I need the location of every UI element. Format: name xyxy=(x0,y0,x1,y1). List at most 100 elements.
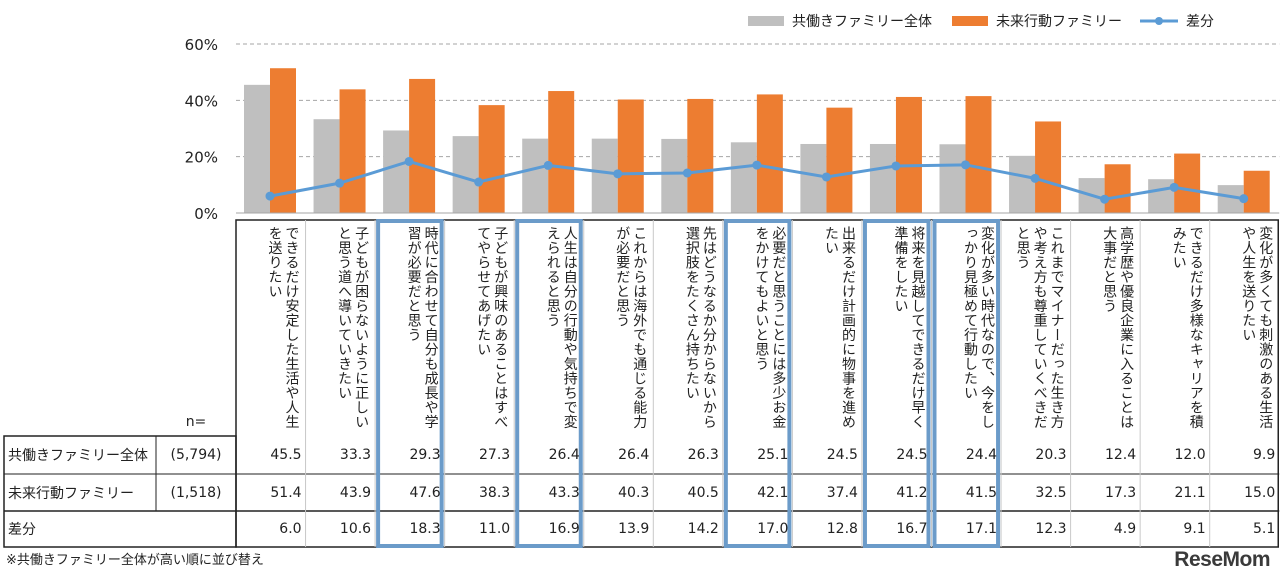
table-cell: 47.6 xyxy=(409,484,441,501)
bar-total xyxy=(1009,155,1036,213)
table-cell: 12.8 xyxy=(826,521,858,537)
row-label: 差分 xyxy=(8,522,36,538)
category-label: 先はどうなるか分からないから選択肢をたくさん持ちたい xyxy=(683,226,717,429)
table-cell: 5.1 xyxy=(1252,521,1276,537)
bar-future xyxy=(270,68,296,214)
table-cell: 10.6 xyxy=(339,521,372,537)
table-cell: 42.1 xyxy=(757,484,789,501)
table-cell: 26.4 xyxy=(548,447,580,463)
table-cell: 9.1 xyxy=(1183,521,1206,537)
diff-point xyxy=(474,177,484,187)
bar-future xyxy=(617,99,644,213)
table-cell: 14.2 xyxy=(687,521,719,537)
table-cell: 26.3 xyxy=(687,447,719,463)
diff-point xyxy=(1030,173,1040,183)
table-cell: 17.0 xyxy=(757,521,789,537)
bar-total xyxy=(591,138,618,213)
diff-point xyxy=(1100,194,1110,204)
category-label: できるだけ安定した生活や人生を送りたい xyxy=(266,226,300,429)
table-cell: 18.3 xyxy=(409,521,441,537)
diff-point xyxy=(891,161,901,171)
row-label: 未来行動ファミリー xyxy=(8,485,134,502)
table-cell: 37.4 xyxy=(826,484,858,501)
bar-future xyxy=(895,96,922,213)
bar-total xyxy=(313,119,340,213)
diff-point xyxy=(1239,194,1249,204)
bar-total xyxy=(383,130,410,213)
table-cell: 15.0 xyxy=(1244,484,1276,501)
table-cell: 12.4 xyxy=(1104,447,1137,463)
row-label: 共働きファミリー全体 xyxy=(8,448,148,464)
bar-total xyxy=(244,84,270,213)
diff-point xyxy=(1169,182,1179,192)
table-cell: 40.3 xyxy=(618,484,650,501)
bar-total xyxy=(939,144,966,213)
table-cell: 11.0 xyxy=(479,521,511,537)
table-cell: 25.1 xyxy=(757,447,789,463)
bar-future xyxy=(826,107,853,213)
logo: ReseMom xyxy=(1174,548,1270,571)
bar-future xyxy=(1035,121,1062,213)
category-label: これからは海外でも通じる能力が必要だと思う xyxy=(614,226,648,429)
table-cell: 13.9 xyxy=(618,521,650,537)
diff-point xyxy=(404,156,414,166)
n-label: n= xyxy=(185,414,207,430)
category-label: 高学歴や優良企業に入ることは大事だと思う xyxy=(1101,226,1135,429)
legend-label: 未来行動ファミリー xyxy=(996,14,1122,30)
bar-future xyxy=(339,89,366,213)
table-cell: 21.1 xyxy=(1174,484,1206,501)
diff-point xyxy=(613,169,623,179)
category-label: できるだけ多様なキャリアを積みたい xyxy=(1170,226,1204,429)
table-cell: 40.5 xyxy=(687,484,719,501)
table-cell: 45.5 xyxy=(270,447,302,463)
bar-future xyxy=(478,105,505,213)
diff-point xyxy=(961,160,970,170)
legend-swatch-gray xyxy=(748,16,784,26)
bar-future xyxy=(409,78,436,213)
table-cell: 16.7 xyxy=(896,521,928,537)
category-label: 時代に合わせて自分も成長や学習が必要だと思う xyxy=(405,226,439,429)
diff-point xyxy=(335,178,345,188)
diff-point xyxy=(752,160,762,170)
legend-line-marker xyxy=(1140,17,1178,25)
table-cell: 6.0 xyxy=(279,521,302,537)
diff-point xyxy=(265,191,275,201)
table-cell: 41.5 xyxy=(965,484,998,501)
legend-item-total: 共働きファミリー全体 xyxy=(748,10,932,32)
table-cell: 27.3 xyxy=(479,447,511,463)
bar-future xyxy=(756,94,783,213)
bar-future xyxy=(548,91,575,213)
table-cell: 33.3 xyxy=(339,447,372,463)
y-tick-label: 20% xyxy=(185,149,218,167)
table-cell: 29.3 xyxy=(409,447,441,463)
legend-item-diff: 差分 xyxy=(1140,10,1214,32)
bar-total xyxy=(869,143,896,213)
highlight-box xyxy=(376,219,444,548)
category-label: 子どもが興味のあることはすべてやらせてあげたい xyxy=(475,226,509,429)
table-cell: 24.5 xyxy=(826,447,858,463)
bar-future xyxy=(687,98,714,213)
table-cell: 12.3 xyxy=(1035,521,1067,537)
table-cell: 41.2 xyxy=(896,484,928,501)
bar-total xyxy=(1148,179,1175,213)
row-n: (1,518) xyxy=(170,484,222,501)
footnote: ※共働きファミリー全体が高い順に並び替え xyxy=(6,553,264,568)
category-label: 人生は自分の行動や気持ちで変えられると思う xyxy=(544,226,578,429)
bar-total xyxy=(522,138,549,213)
table-cell: 43.9 xyxy=(339,484,372,501)
table-cell: 38.3 xyxy=(479,484,511,501)
highlight-box xyxy=(932,219,1001,548)
table-cell: 17.3 xyxy=(1104,484,1137,501)
table-cell: 9.9 xyxy=(1252,447,1276,463)
table-cell: 43.3 xyxy=(548,484,580,501)
table-cell: 24.4 xyxy=(965,447,998,463)
category-label: 子どもが困らないように正しいと思う道へ導いていきたい xyxy=(336,226,370,429)
highlight-box xyxy=(862,219,931,548)
legend-label: 共働きファミリー全体 xyxy=(792,14,932,30)
category-label: 変化が多い時代なので、今をしっかり見極めて行動したい xyxy=(962,226,996,429)
legend-label: 差分 xyxy=(1186,14,1214,30)
category-label: 将来を見越してできるだけ早く準備をしたい xyxy=(892,226,926,429)
table-cell: 16.9 xyxy=(548,521,580,537)
